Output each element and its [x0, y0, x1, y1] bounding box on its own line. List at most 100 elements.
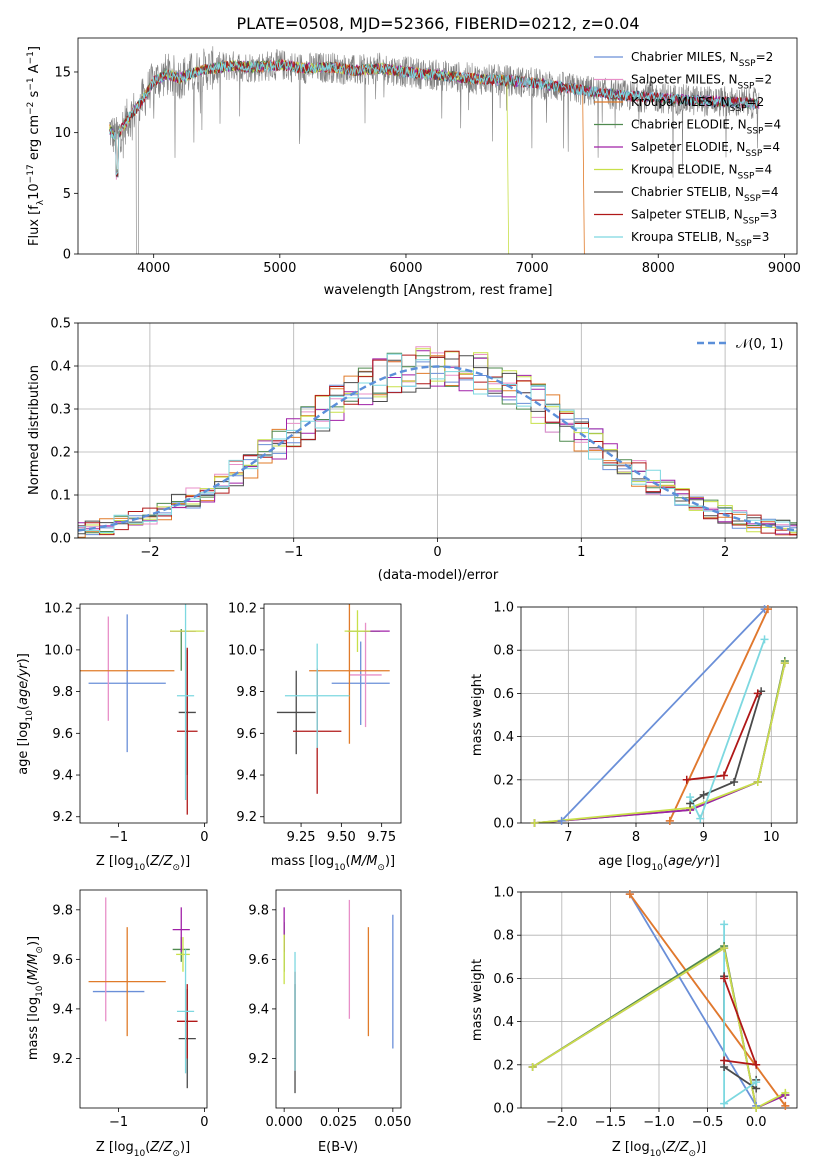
- y-tick-label: 9.8: [52, 903, 73, 918]
- y-tick-label: 9.4: [52, 1002, 73, 1017]
- legend-label: Salpeter STELIB, NSSP=3: [631, 208, 777, 227]
- legend-label: Chabrier MILES, NSSP=2: [631, 50, 773, 69]
- y-tick-label: 0.4: [493, 1015, 514, 1030]
- y-tick-label: 9.6: [248, 953, 269, 968]
- mass-weight-marker: [528, 1062, 537, 1071]
- y-tick-label: 10.2: [44, 602, 73, 617]
- y-tick-label: 9.2: [52, 1052, 73, 1067]
- x-tick-label: 0.000: [266, 1115, 303, 1130]
- y-axis-label: Normed distribution: [27, 365, 42, 495]
- model-spectrum-1: [109, 59, 759, 180]
- x-tick-label: 9.50: [327, 830, 356, 845]
- mass-weight-marker: [557, 816, 566, 825]
- x-tick-label: −1.5: [595, 1115, 627, 1130]
- mass-weight-marker: [686, 793, 695, 802]
- mass-weight-line-6: [689, 690, 762, 805]
- y-tick-label: 10.2: [228, 602, 257, 617]
- y-axis-label: age [log10(age/yr)]: [16, 653, 35, 775]
- spectrum-legend: Chabrier MILES, NSSP=2 Salpeter MILES, NS…: [594, 50, 781, 249]
- x-axis-label: Z [log10(Z/Z⊙)]: [96, 1140, 190, 1159]
- legend-label: Kroupa MILES, NSSP=2: [631, 95, 764, 114]
- y-tick-label: 0.5: [50, 317, 71, 332]
- y-tick-label: 9.8: [52, 685, 73, 700]
- y-axis-label: mass [log10(M/M⊙)]: [26, 936, 45, 1060]
- legend-label: Chabrier STELIB, NSSP=4: [631, 185, 779, 204]
- y-tick-label: 10.0: [44, 643, 73, 658]
- y-axis-label: mass weight: [470, 674, 485, 756]
- panel-mass-weight-vs-z: −2.0 −1.5 −1.0 −0.5 0.0 0.0 0.2 0.4 0.6 0.8 1.0 mas…: [470, 886, 798, 1159]
- panel-mass-vs-ebv: 0.000 0.025 0.050 9.2 9.4 9.6 9.8 E(B-V): [248, 889, 411, 1155]
- mass-weight-line-0: [560, 608, 766, 822]
- x-axis-label: age [log10(age/yr)]: [598, 854, 720, 873]
- legend-label: 𝒩(0, 1): [736, 337, 783, 352]
- x-tick-label: 7: [564, 830, 572, 845]
- y-tick-label: 10.0: [228, 643, 257, 658]
- x-axis-label: (data-model)/error: [378, 568, 499, 583]
- x-tick-label: −2.0: [546, 1115, 578, 1130]
- x-tick-label: 0: [200, 830, 208, 845]
- plot-area: [88, 897, 198, 1089]
- y-tick-label: 0.2: [493, 1058, 514, 1073]
- plot-area: [78, 346, 797, 538]
- legend-label: Kroupa STELIB, NSSP=3: [631, 230, 769, 249]
- x-tick-label: −1: [109, 1115, 128, 1130]
- figure-title: PLATE=0508, MJD=52366, FIBERID=0212, z=0…: [236, 14, 639, 33]
- y-tick-label: 9.6: [236, 727, 257, 742]
- model-spectrum-2: [109, 59, 585, 254]
- axes-frame: [79, 603, 208, 824]
- normal-curve: [78, 365, 797, 532]
- axes-frame: [79, 889, 208, 1109]
- x-tick-label: 0: [433, 545, 441, 560]
- mass-weight-marker: [720, 974, 729, 983]
- mass-weight-marker: [530, 819, 539, 827]
- y-tick-label: 0: [63, 248, 71, 263]
- x-axis-label: E(B-V): [318, 1140, 358, 1155]
- panel-mass-weight-vs-age: 7 8 9 10 0.0 0.2 0.4 0.6 0.8 1.0 mass weight age [l…: [470, 601, 798, 873]
- y-tick-label: 0.3: [50, 403, 71, 418]
- mass-weight-marker: [753, 689, 762, 698]
- y-tick-label: 0.0: [50, 532, 71, 547]
- mass-weight-line-5: [534, 663, 786, 823]
- x-tick-label: 2: [721, 545, 729, 560]
- mass-weight-marker: [781, 1101, 790, 1110]
- y-tick-label: 0.8: [493, 644, 514, 659]
- y-tick-label: 0.2: [493, 773, 514, 788]
- legend-label: Salpeter ELODIE, NSSP=4: [631, 140, 780, 159]
- mass-weight-marker: [699, 790, 708, 799]
- mass-weight-marker: [665, 816, 674, 825]
- plot-area: [283, 899, 394, 1094]
- plot-area: [109, 46, 760, 254]
- mass-weight-line-5: [532, 946, 786, 1108]
- x-tick-label: 7000: [516, 261, 549, 276]
- mass-weight-marker: [752, 1060, 761, 1069]
- mass-weight-marker: [720, 1056, 729, 1065]
- y-tick-label: 1.0: [493, 886, 514, 901]
- x-axis-label: wavelength [Angstrom, rest frame]: [324, 283, 553, 298]
- x-tick-label: 0: [200, 1115, 208, 1130]
- mass-weight-marker: [625, 890, 634, 899]
- x-axis-label: Z [log10(Z/Z⊙)]: [96, 854, 190, 873]
- y-tick-label: 0.4: [493, 730, 514, 745]
- mass-weight-marker: [720, 920, 729, 929]
- panel-residuals: −2 −1 0 1 2 0.0 0.1 0.2 0.3 0.4 0.5 𝒩(0, 1) (data-mo…: [27, 317, 798, 583]
- mass-weight-marker: [752, 1078, 761, 1087]
- x-tick-label: 9000: [768, 261, 801, 276]
- mass-weight-marker: [719, 771, 728, 780]
- x-tick-label: −0.5: [692, 1115, 724, 1130]
- y-tick-label: 0.6: [493, 972, 514, 987]
- mass-weight-marker: [763, 605, 772, 614]
- x-axis-label: Z [log10(Z/Z⊙)]: [612, 1140, 706, 1159]
- residual-hist-7: [78, 350, 797, 536]
- y-tick-label: 0.6: [493, 687, 514, 702]
- y-tick-label: 0.8: [493, 929, 514, 944]
- y-tick-label: 5: [63, 187, 71, 202]
- y-axis-label: mass weight: [470, 959, 485, 1041]
- x-tick-label: 1: [577, 545, 585, 560]
- residual-hist-0: [78, 361, 797, 536]
- x-tick-label: 9.25: [287, 830, 316, 845]
- mass-weight-line-8: [689, 639, 766, 822]
- plot-area: [532, 893, 787, 1108]
- model-spectrum-5: [109, 59, 510, 254]
- y-tick-label: 0.0: [493, 1102, 514, 1117]
